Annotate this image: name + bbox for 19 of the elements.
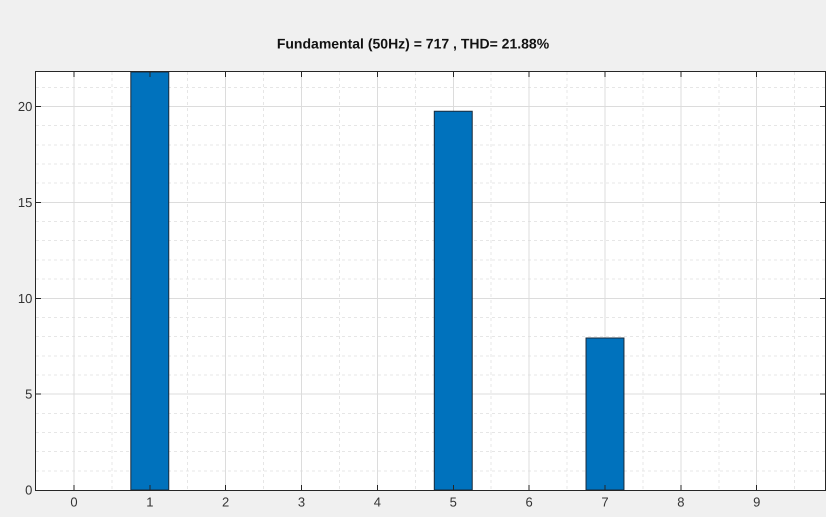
- bar: [586, 337, 624, 490]
- x-tick-label: 8: [677, 494, 684, 510]
- x-tick-label: 6: [526, 494, 533, 510]
- bar: [434, 110, 473, 490]
- y-tick-label: 0: [25, 482, 32, 498]
- x-tick-label: 3: [298, 494, 306, 510]
- x-tick-label: 2: [222, 494, 230, 510]
- y-tick-label: 20: [18, 99, 32, 114]
- x-tick-label: 9: [753, 494, 760, 510]
- x-tick-label: 4: [374, 494, 382, 510]
- x-tick-label: 1: [146, 494, 154, 510]
- chart-title: Fundamental (50Hz) = 717 , THD= 21.88%: [276, 36, 550, 52]
- x-tick-label: 7: [601, 494, 609, 510]
- y-tick-label: 15: [18, 194, 32, 210]
- bar: [130, 72, 170, 490]
- y-tick-label: 10: [18, 290, 32, 306]
- x-tick-label: 0: [70, 494, 78, 510]
- x-tick-label: 5: [450, 494, 457, 510]
- y-tick-label: 5: [25, 386, 32, 402]
